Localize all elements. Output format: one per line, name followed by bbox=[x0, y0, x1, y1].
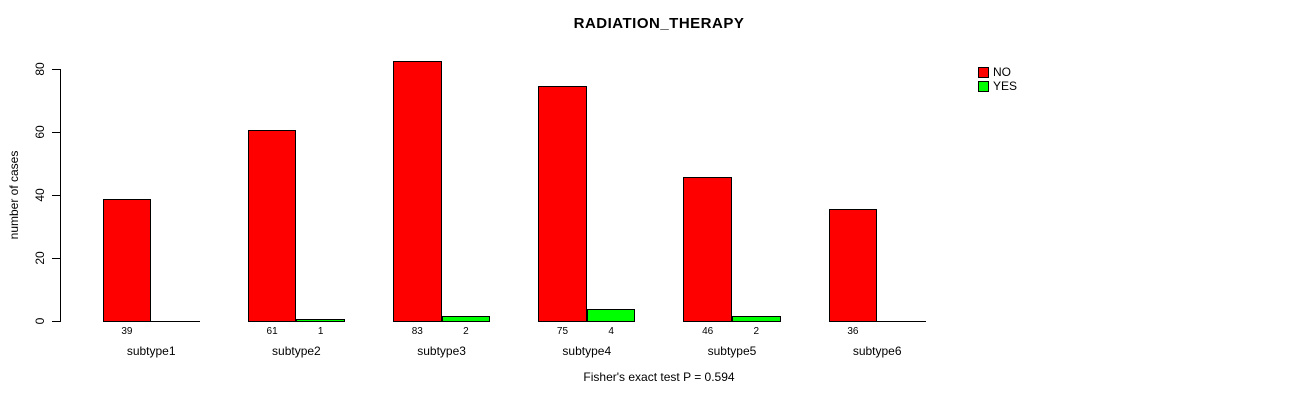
legend-row-yes: YES bbox=[978, 79, 1017, 93]
group-baseline bbox=[828, 321, 926, 322]
chart-legend: NO YES bbox=[978, 65, 1017, 93]
fisher-test-annotation: Fisher's exact test P = 0.594 bbox=[583, 370, 735, 384]
legend-label: NO bbox=[993, 65, 1011, 79]
x-category-label-subtype2: subtype2 bbox=[272, 344, 321, 358]
bar-value-label: 46 bbox=[702, 326, 714, 337]
bar-value-label: 36 bbox=[847, 326, 859, 337]
bar-no-subtype2 bbox=[247, 129, 297, 322]
x-category-label-subtype1: subtype1 bbox=[126, 344, 176, 358]
legend-label: YES bbox=[993, 79, 1018, 93]
bar-value-label: 1 bbox=[317, 326, 324, 337]
x-category-label-subtype3: subtype3 bbox=[417, 344, 466, 358]
y-tick-label: 20 bbox=[33, 251, 47, 265]
y-tick-label: 80 bbox=[33, 62, 47, 76]
bar-no-subtype5 bbox=[683, 177, 732, 322]
y-tick bbox=[52, 69, 60, 70]
legend-row-no: NO bbox=[978, 65, 1017, 79]
bar-no-subtype6 bbox=[828, 208, 878, 322]
bar-value-label: 4 bbox=[608, 326, 614, 337]
y-axis-title: number of cases bbox=[7, 150, 21, 240]
y-axis-line bbox=[60, 69, 61, 322]
bar-no-subtype1 bbox=[102, 199, 152, 322]
group-baseline bbox=[683, 321, 781, 322]
y-tick bbox=[52, 258, 60, 259]
page-title: RADIATION_THERAPY bbox=[573, 15, 745, 32]
x-category-label-subtype5: subtype5 bbox=[707, 344, 757, 358]
y-tick-label: 40 bbox=[33, 188, 47, 202]
y-tick bbox=[52, 195, 60, 196]
y-tick bbox=[52, 132, 60, 133]
x-category-label-subtype4: subtype4 bbox=[562, 344, 612, 358]
bar-value-label: 2 bbox=[463, 326, 469, 337]
bar-no-subtype4 bbox=[538, 85, 587, 322]
group-baseline bbox=[538, 321, 636, 322]
bar-yes-subtype4 bbox=[586, 309, 636, 322]
bar-value-label: 75 bbox=[556, 326, 569, 337]
bar-yes-subtype3 bbox=[441, 315, 491, 322]
y-tick bbox=[52, 321, 60, 322]
y-tick-label: 0 bbox=[33, 317, 47, 325]
bar-no-subtype3 bbox=[393, 60, 442, 322]
bar-value-label: 61 bbox=[266, 326, 278, 337]
legend-swatch-icon bbox=[978, 80, 989, 92]
bar-yes-subtype2 bbox=[296, 318, 345, 322]
legend-swatch-icon bbox=[978, 66, 989, 78]
y-tick-label: 60 bbox=[33, 125, 47, 139]
x-category-label-subtype6: subtype6 bbox=[852, 344, 902, 358]
bar-value-label: 83 bbox=[411, 326, 423, 337]
bar-value-label: 2 bbox=[753, 326, 760, 337]
bar-yes-subtype5 bbox=[732, 315, 781, 322]
group-baseline bbox=[102, 321, 200, 322]
bar-value-label: 39 bbox=[121, 326, 133, 337]
